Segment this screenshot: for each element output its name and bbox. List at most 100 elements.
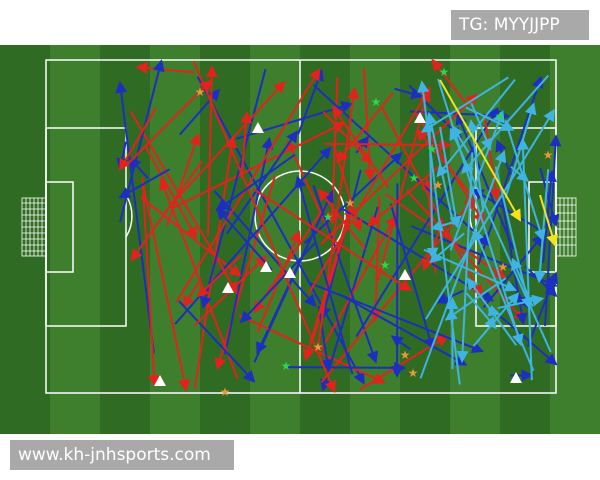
pass-arrow	[497, 294, 545, 310]
pass-arrow	[164, 80, 286, 212]
pass-arrow	[224, 136, 274, 355]
pass-arrow	[384, 192, 507, 279]
pass-arrow	[410, 225, 558, 288]
pass-arrow	[192, 60, 336, 394]
pass-arrow	[472, 228, 535, 372]
pass-arrow	[389, 203, 436, 351]
pass-arrow	[482, 234, 544, 309]
star-marker: ★	[371, 95, 382, 109]
pass-arrow	[426, 125, 439, 260]
pass-arrow	[196, 254, 243, 298]
pass-arrow	[539, 194, 558, 247]
grass-stripe	[50, 45, 100, 434]
pass-arrow	[252, 187, 412, 292]
star-marker: ★	[439, 65, 450, 79]
pass-arrow	[312, 185, 379, 364]
pass-arrow	[465, 106, 515, 131]
pass-arrow	[215, 153, 296, 212]
pass-arrow	[172, 122, 346, 209]
pass-arrow	[141, 177, 161, 388]
pass-arrow	[115, 80, 155, 354]
triangle-marker	[284, 267, 296, 278]
pass-arrow	[471, 188, 543, 233]
star-marker: ★	[313, 340, 324, 354]
triangle-marker	[510, 372, 522, 383]
pass-arrow	[159, 177, 239, 379]
pass-arrow	[166, 132, 201, 226]
pass-arrow	[179, 88, 221, 136]
pass-arrow	[336, 92, 394, 164]
triangle-marker	[154, 375, 166, 386]
pass-arrow	[472, 292, 520, 347]
pass-arrow	[199, 68, 267, 309]
star-marker: ★	[409, 171, 420, 185]
grass-stripe	[550, 45, 600, 434]
pass-arrow	[239, 242, 316, 324]
pass-map-pitch: ★ ★ ★ ★ ★ ★ ★ ★ ★ ★ ★ ★ ★ ★ ★ ★ ★	[0, 45, 600, 434]
pass-arrow	[539, 167, 560, 228]
left-goal-net	[21, 197, 47, 257]
event-markers: ★ ★ ★ ★ ★ ★ ★ ★ ★ ★ ★ ★ ★ ★ ★ ★ ★	[154, 65, 553, 399]
pass-arrow	[216, 207, 273, 271]
triangle-marker	[414, 112, 426, 123]
star-marker: ★	[427, 142, 438, 156]
pass-arrow	[213, 190, 317, 308]
star-marker: ★	[380, 258, 391, 272]
triangle-marker	[252, 122, 264, 133]
pass-arrow	[129, 110, 238, 295]
star-marker: ★	[345, 196, 356, 210]
pass-arrow	[492, 309, 558, 366]
star-marker: ★	[400, 348, 411, 362]
pass-arrow	[178, 300, 256, 383]
pass-arrow	[319, 214, 397, 351]
pass-arrow	[317, 305, 333, 372]
star-marker: ★	[281, 359, 292, 373]
star-marker: ★	[323, 210, 334, 224]
pass-arrow	[294, 175, 354, 375]
watermark-website: www.kh-jnhsports.com	[10, 440, 234, 470]
pass-arrow	[439, 79, 521, 222]
pass-arrow	[390, 335, 412, 351]
grass-stripe	[100, 45, 150, 434]
pass-arrow	[510, 369, 534, 382]
pass-arrow	[118, 168, 171, 199]
pass-arrows	[115, 58, 562, 394]
pass-arrow	[429, 232, 465, 264]
pass-arrow	[307, 86, 431, 294]
triangle-marker	[399, 269, 411, 280]
watermark-telegram: TG: MYYJJPP	[451, 10, 589, 40]
star-marker: ★	[543, 148, 554, 162]
pass-arrow	[439, 126, 462, 229]
star-marker: ★	[498, 260, 509, 274]
pass-arrow	[127, 79, 212, 164]
pass-arrow	[205, 65, 218, 236]
pass-arrow	[419, 150, 507, 379]
pass-arrow	[451, 124, 470, 154]
star-marker: ★	[433, 178, 444, 192]
grass-stripe	[0, 45, 50, 434]
pass-arrow	[511, 257, 534, 308]
star-marker: ★	[220, 385, 231, 399]
pass-arrow	[465, 292, 497, 330]
pass-arrow	[286, 361, 407, 374]
star-marker: ★	[408, 366, 419, 380]
pass-arrow	[338, 293, 468, 366]
pass-arrow	[466, 277, 518, 346]
pass-arrow	[394, 87, 424, 100]
triangle-marker	[222, 282, 234, 293]
star-marker: ★	[195, 85, 206, 99]
pass-arrow	[456, 152, 474, 363]
pass-arrow	[317, 188, 366, 250]
pass-arrow	[455, 112, 515, 250]
pass-arrow	[366, 165, 440, 227]
pass-arrow	[302, 200, 354, 362]
pass-arrow	[424, 108, 555, 320]
pass-arrow	[118, 107, 157, 172]
grass-stripe	[150, 45, 200, 434]
pass-arrow	[225, 130, 298, 235]
pass-arrow	[425, 111, 455, 225]
pass-arrow	[135, 61, 195, 74]
pass-arrow	[322, 111, 373, 165]
pass-arrow	[484, 119, 502, 201]
pass-arrow	[182, 278, 202, 309]
